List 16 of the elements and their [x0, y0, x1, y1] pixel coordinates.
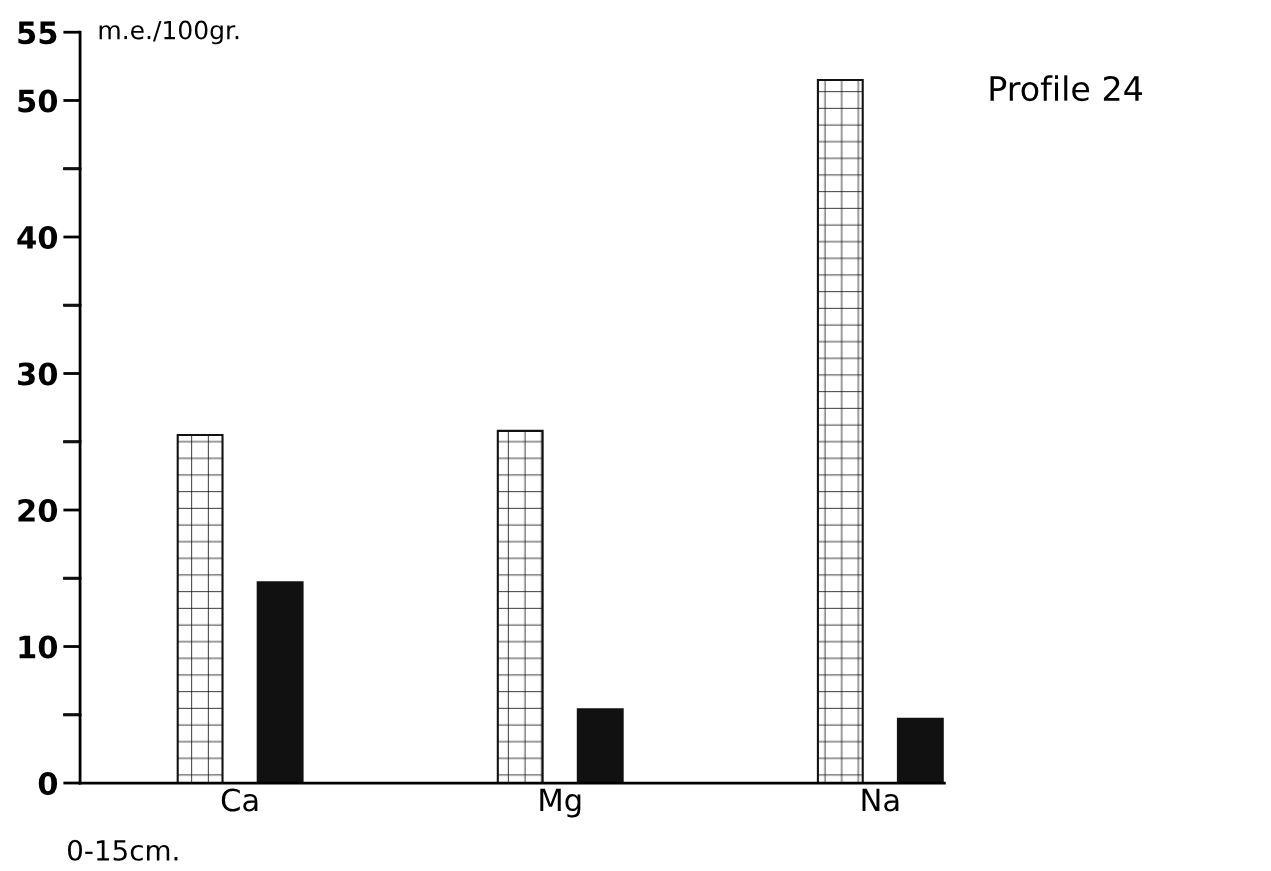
- bar: [576, 708, 624, 784]
- bar: [256, 581, 304, 784]
- y-tick-label: 20: [18, 498, 58, 523]
- y-tick-label: 0: [38, 771, 58, 796]
- text: 0-15cm.: [68, 839, 178, 861]
- y-tick-label: 50: [18, 89, 58, 113]
- y-tick-label: 55: [18, 21, 57, 45]
- bar: [896, 717, 944, 784]
- x-tick-label: Ca: [221, 788, 258, 812]
- text: Profile 24: [990, 75, 1143, 102]
- x-tick-label: Na: [862, 788, 899, 812]
- y-tick-label: 40: [17, 225, 58, 250]
- x-tick-label: Mg: [540, 788, 581, 818]
- y-tick-label: 10: [19, 635, 58, 659]
- y-tick-label: 30: [18, 362, 58, 386]
- y-axis-title: m.e./100gr.: [99, 20, 239, 45]
